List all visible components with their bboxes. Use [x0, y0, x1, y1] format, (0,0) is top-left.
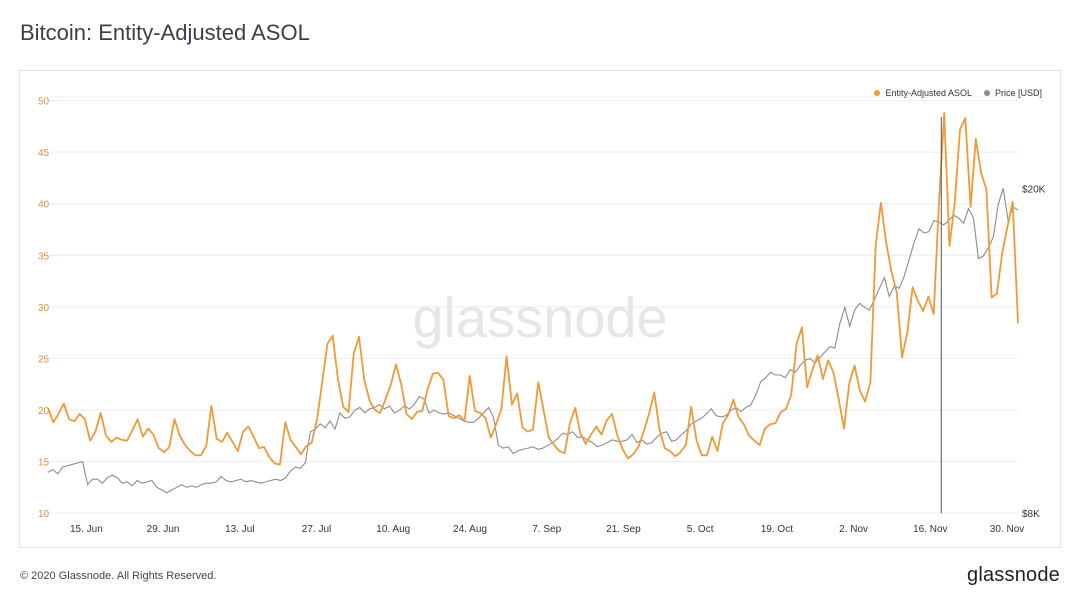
series-line-price [47, 188, 1019, 494]
y-left-tick-label: 25 [38, 354, 50, 365]
x-tick-label: 15. Jun [70, 524, 103, 535]
legend-label-price: Price [USD] [994, 88, 1042, 98]
y-left-tick-label: 30 [38, 303, 50, 314]
x-tick-label: 13. Jul [225, 524, 254, 535]
chart-legend: Entity-Adjusted ASOL Price [USD] [874, 88, 1042, 98]
copyright-text: © 2020 Glassnode. All Rights Reserved. [20, 570, 217, 582]
x-axis: 15. Jun 29. Jun 13. Jul 27. Jul 10. Aug 24. A… [70, 524, 1024, 535]
x-tick-label: 2. Nov [839, 524, 868, 535]
watermark-text: glassnode [412, 286, 667, 349]
y-right-axis: $8K $20K [1022, 184, 1046, 520]
y-left-tick-label: 40 [38, 200, 50, 211]
chart-frame [19, 70, 1061, 548]
x-tick-label: 24. Aug [453, 524, 487, 535]
x-tick-label: 30. Nov [990, 524, 1024, 535]
x-tick-label: 27. Jul [302, 524, 331, 535]
legend-dot-price [983, 90, 990, 96]
y-left-tick-label: 10 [38, 509, 50, 520]
x-tick-label: 16. Nov [913, 524, 947, 535]
grid-lines [48, 96, 1018, 514]
legend-item-asol[interactable]: Entity-Adjusted ASOL [874, 88, 972, 98]
x-tick-label: 5. Oct [687, 524, 714, 535]
series-line-asol [47, 112, 1019, 466]
y-left-tick-label: 45 [38, 148, 50, 159]
y-right-tick-label: $20K [1022, 184, 1046, 195]
glassnode-logo[interactable]: glassnode [967, 564, 1060, 586]
y-left-tick-label: 35 [38, 251, 50, 262]
x-tick-label: 29. Jun [147, 524, 180, 535]
legend-dot-asol [874, 90, 881, 96]
series-lines [47, 112, 1019, 494]
x-tick-label: 7. Sep [532, 524, 561, 535]
x-tick-label: 19. Oct [761, 524, 793, 535]
y-left-tick-label: 20 [38, 406, 50, 417]
y-left-axis: 10 15 20 25 30 35 40 45 50 [38, 97, 50, 520]
legend-item-price[interactable]: Price [USD] [983, 88, 1042, 98]
x-tick-label: 10. Aug [376, 524, 410, 535]
legend-label-asol: Entity-Adjusted ASOL [885, 88, 972, 98]
page-title: Bitcoin: Entity-Adjusted ASOL [20, 20, 310, 45]
y-right-tick-label: $8K [1022, 509, 1040, 520]
y-left-tick-label: 50 [38, 97, 50, 108]
x-tick-label: 21. Sep [606, 524, 641, 535]
y-left-tick-label: 15 [38, 457, 50, 468]
